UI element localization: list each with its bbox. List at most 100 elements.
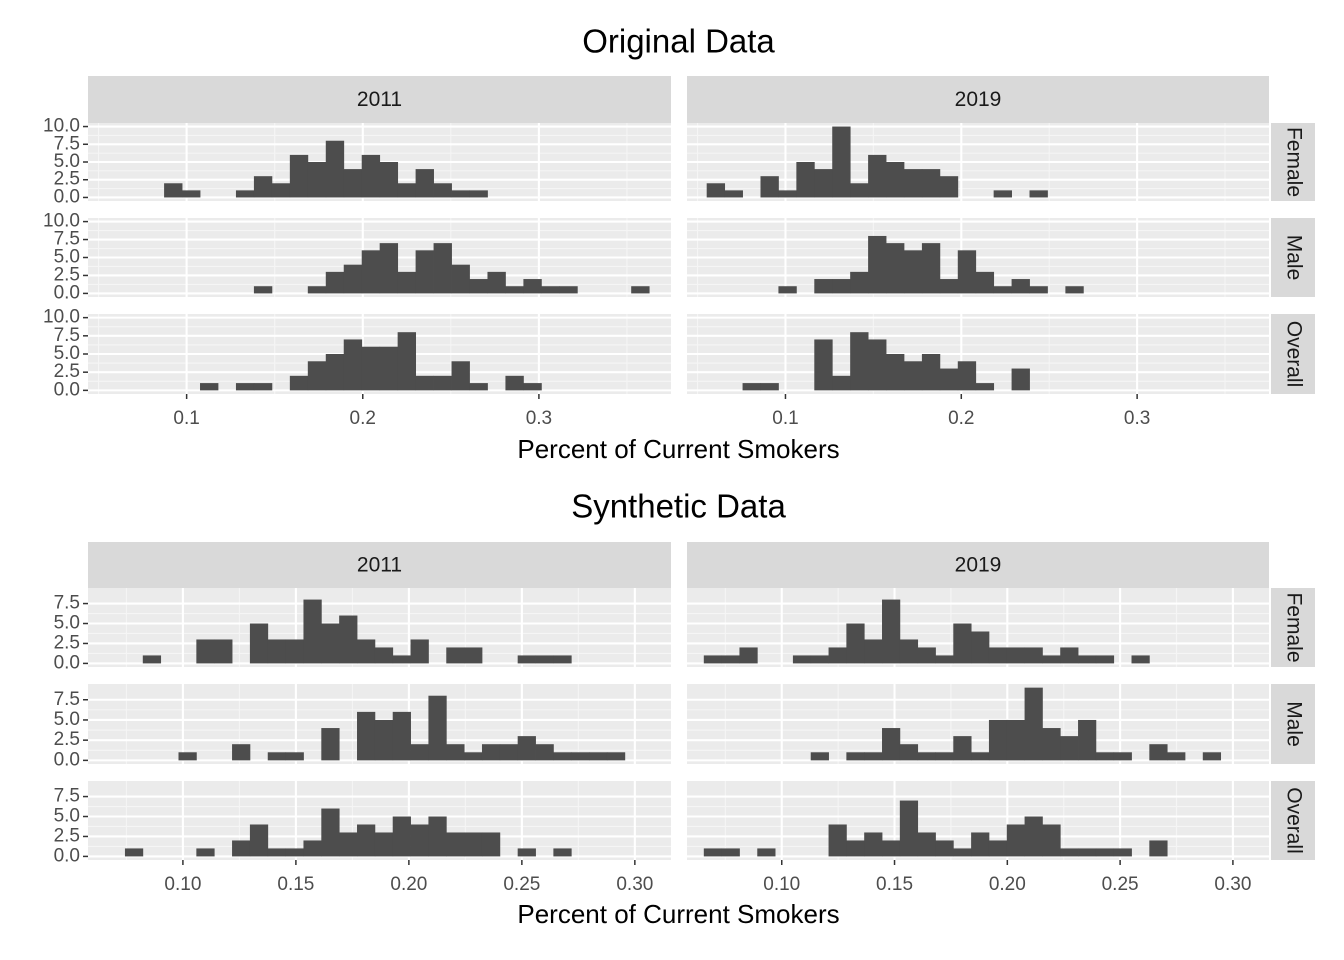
histogram-bar <box>903 250 923 294</box>
histogram-bar <box>917 832 936 857</box>
histogram-bar <box>1065 286 1084 294</box>
x-tick-label: 0.2 <box>350 408 376 429</box>
y-tick-label: 5.0 <box>54 709 80 730</box>
histogram-bar <box>487 271 506 294</box>
panel-2019-overall: 0.10 0.15 0.20 0.25 0.30 <box>687 781 1269 895</box>
y-tick-label: 0.0 <box>54 845 80 866</box>
histogram-bar <box>325 271 345 294</box>
panel-2019-male <box>687 218 1269 297</box>
histogram-bar <box>724 190 743 198</box>
histogram-bar <box>339 832 358 857</box>
histogram-bar <box>921 243 941 294</box>
histogram-bar <box>1011 279 1030 294</box>
histogram-bar <box>267 848 287 857</box>
panel-2019-male <box>687 684 1269 764</box>
histogram-bar <box>1167 752 1186 761</box>
histogram-bar <box>868 154 887 198</box>
histogram-bar <box>810 752 829 761</box>
histogram-bar <box>196 639 215 664</box>
histogram-bar <box>428 816 447 857</box>
facet-label-2019: 2019 <box>955 88 1002 111</box>
histogram-bar <box>903 361 923 391</box>
histogram-bar <box>235 190 255 198</box>
histogram-bar <box>886 354 905 391</box>
facet-strip-2019 <box>687 76 1269 123</box>
facet-label-overall: Overall <box>1282 787 1305 854</box>
histogram-bar <box>357 639 376 664</box>
histogram-bar <box>357 711 376 761</box>
histogram-bar <box>307 162 327 198</box>
histogram-bar <box>1113 848 1132 857</box>
y-tick-label: 7.5 <box>54 133 80 154</box>
histogram-bar <box>975 383 995 391</box>
histogram-bar <box>971 832 990 857</box>
histogram-bar <box>196 848 215 857</box>
facet-label-overall: Overall <box>1282 321 1305 388</box>
histogram-bar <box>631 286 650 294</box>
panel-background <box>687 684 1269 764</box>
histogram-bar <box>200 383 219 391</box>
x-tick-label: 0.1 <box>772 408 798 429</box>
histogram-bar <box>742 383 761 391</box>
histogram-bar <box>703 848 723 857</box>
histogram-bar <box>868 235 887 294</box>
y-tick-label: 0.0 <box>54 652 80 673</box>
facet-strip-female <box>1271 588 1315 667</box>
histogram-bar <box>988 840 1008 857</box>
histogram-bar <box>993 190 1012 198</box>
histogram-bar <box>792 655 812 664</box>
histogram-bar <box>321 808 340 857</box>
y-tick-label: 2.5 <box>54 729 80 750</box>
histogram-bar <box>917 752 936 761</box>
panel-2011-male: 0.02.55.07.510.0 <box>43 211 671 303</box>
histogram-bar <box>410 824 429 857</box>
histogram-bar <box>846 840 865 857</box>
histogram-bar <box>882 840 901 857</box>
facet-strip-male <box>1271 218 1315 297</box>
histogram-bar <box>235 383 255 391</box>
histogram-bar <box>828 647 847 664</box>
histogram-bar <box>343 169 363 198</box>
x-tick-label: 0.10 <box>164 874 201 895</box>
histogram-bar <box>832 375 851 391</box>
y-tick-label: 0.0 <box>54 186 80 207</box>
histogram-bar <box>451 264 470 294</box>
panel-2011-overall: 0.02.55.07.5 0.10 0.15 0.20 0.25 0.30 <box>54 781 671 895</box>
histogram-bar <box>760 383 779 391</box>
histogram-bar <box>285 848 304 857</box>
panel-2019-female <box>687 123 1269 201</box>
histogram-bar <box>1095 655 1115 664</box>
y-tick-label: 5.0 <box>54 343 80 364</box>
histogram-bar <box>232 840 251 857</box>
histogram-bar <box>433 375 452 391</box>
facet-strip-overall <box>1271 314 1315 394</box>
y-tick-label: 7.5 <box>54 593 80 614</box>
histogram-bar <box>1042 728 1061 761</box>
histogram-bar <box>321 623 340 664</box>
histogram-bar <box>469 383 488 391</box>
histogram-bar <box>451 361 470 391</box>
histogram-bar <box>988 719 1008 761</box>
histogram-bar <box>267 639 287 664</box>
histogram-bar <box>971 752 990 761</box>
x-tick-label: 0.25 <box>1102 874 1139 895</box>
histogram-bar <box>571 752 590 761</box>
histogram-bar <box>935 655 954 664</box>
histogram-bar <box>903 169 923 198</box>
y-tick-label: 7.5 <box>54 689 80 710</box>
histogram-bar <box>899 744 919 761</box>
histogram-bar <box>957 361 977 391</box>
histogram-bar <box>886 243 905 294</box>
histogram-bar <box>541 286 560 294</box>
histogram-bar <box>253 176 273 198</box>
histogram-bar <box>760 176 779 198</box>
panel-2011-male: 0.02.55.07.5 <box>54 684 671 770</box>
histogram-bar <box>778 286 797 294</box>
facet-strip-female <box>1271 123 1315 201</box>
histogram-bar <box>721 655 740 664</box>
histogram-bar <box>469 190 488 198</box>
histogram-bar <box>289 375 309 391</box>
facet-label-female: Female <box>1282 592 1305 662</box>
x-tick-label: 0.10 <box>763 874 800 895</box>
histogram-bar <box>415 169 434 198</box>
